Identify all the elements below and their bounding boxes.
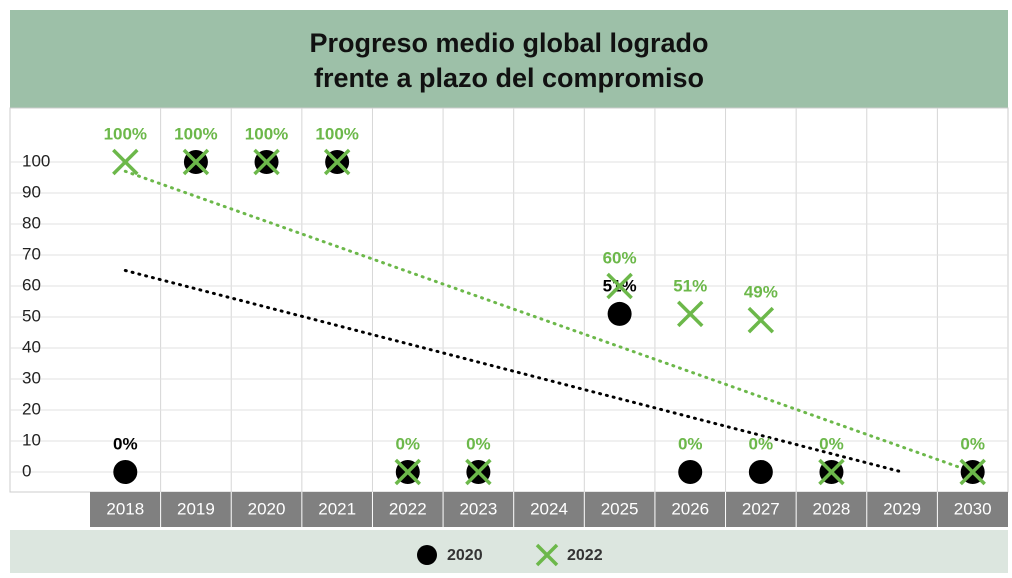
value-label: 0%: [113, 434, 138, 453]
x-tick-label: 2025: [601, 499, 639, 518]
legend-marker: [417, 545, 437, 565]
x-tick-label: 2028: [813, 499, 851, 518]
value-label: 0%: [960, 434, 985, 453]
value-label: 0%: [466, 434, 491, 453]
y-tick-label: 80: [22, 213, 41, 232]
point: [676, 300, 704, 328]
y-tick-label: 30: [22, 368, 41, 387]
value-label: 0%: [749, 434, 774, 453]
y-tick-label: 70: [22, 244, 41, 263]
legend-label: 2020: [447, 547, 483, 564]
point: [607, 301, 632, 326]
x-tick-label: 2027: [742, 499, 780, 518]
legend-label: 2022: [567, 547, 603, 564]
point: [182, 148, 210, 176]
y-tick-label: 50: [22, 306, 41, 325]
x-tick-label: 2029: [883, 499, 921, 518]
point: [606, 272, 633, 300]
x-tick-label: 2021: [318, 499, 356, 518]
point: [678, 460, 703, 484]
x-tick-label: 2023: [459, 499, 497, 518]
y-tick-label: 100: [22, 151, 50, 170]
y-tick-label: 20: [22, 399, 41, 418]
legend-marker: [535, 543, 559, 567]
point: [818, 458, 845, 486]
point: [748, 460, 773, 484]
point: [112, 148, 139, 176]
value-label: 0%: [395, 434, 420, 453]
y-tick-label: 60: [22, 275, 41, 294]
y-tick-label: 10: [22, 430, 41, 449]
title-band: [10, 10, 1008, 108]
point: [253, 148, 280, 176]
x-tick-label: 2022: [389, 499, 427, 518]
x-tick-label: 2020: [248, 499, 286, 518]
value-label: 100%: [104, 124, 147, 143]
value-label: 60%: [603, 248, 637, 267]
value-label: 100%: [174, 124, 217, 143]
legend-band: [10, 530, 1008, 573]
x-tick-label: 2030: [954, 499, 992, 518]
x-tick-label: 2026: [671, 499, 709, 518]
x-tick-label: 2024: [530, 499, 568, 518]
point: [394, 458, 422, 486]
y-tick-label: 40: [22, 337, 41, 356]
value-label: 100%: [245, 124, 288, 143]
point: [959, 458, 986, 486]
y-tick-label: 90: [22, 182, 41, 201]
point: [747, 306, 775, 334]
point: [323, 148, 351, 176]
x-tick-label: 2019: [177, 499, 215, 518]
x-tick-label: 2018: [106, 499, 144, 518]
chart-title: Progreso medio global logrado: [309, 28, 708, 58]
trend-line: [123, 169, 975, 474]
point: [465, 458, 492, 486]
plot-area: [9, 107, 1009, 493]
value-label: 51%: [673, 276, 707, 295]
trend-line: [123, 269, 904, 474]
value-label: 0%: [819, 434, 844, 453]
value-label: 49%: [744, 283, 778, 302]
value-label: 100%: [315, 124, 358, 143]
y-tick-label: 0: [22, 461, 31, 480]
point: [113, 460, 138, 484]
value-label: 0%: [678, 434, 703, 453]
chart-title: frente a plazo del compromiso: [314, 63, 704, 93]
category-band: [90, 492, 1008, 527]
